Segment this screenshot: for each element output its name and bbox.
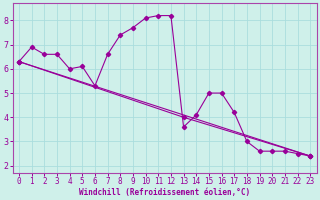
X-axis label: Windchill (Refroidissement éolien,°C): Windchill (Refroidissement éolien,°C) bbox=[79, 188, 250, 197]
